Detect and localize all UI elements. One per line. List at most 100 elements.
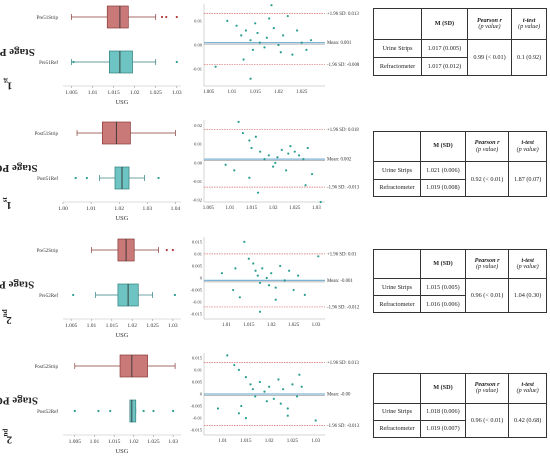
series-label: Pre51Strip xyxy=(37,16,59,21)
x-axis-title: USG xyxy=(115,332,128,339)
series-label: Pre52Strip xyxy=(37,249,59,254)
data-point xyxy=(251,388,254,391)
mean-label: Mean: -0.00 xyxy=(327,393,351,398)
data-point xyxy=(287,152,290,155)
data-point xyxy=(242,58,245,61)
row-label: Refractometer xyxy=(372,178,422,198)
data-point xyxy=(304,184,307,187)
header-msd: M (SD) xyxy=(420,130,466,163)
y-tick-label: -0.005 xyxy=(190,288,202,293)
data-point xyxy=(270,272,273,275)
x-tick-label: 1.03 xyxy=(312,206,321,211)
x-tick-label: 1.01 xyxy=(218,439,227,444)
outlier-point xyxy=(73,409,76,413)
data-point xyxy=(306,146,309,150)
data-point xyxy=(241,131,244,135)
x-tick-label: 1.015 xyxy=(106,323,119,329)
x-tick-label: 1.025 xyxy=(287,439,299,444)
row-label: Urine Strips xyxy=(372,39,423,59)
data-point xyxy=(286,407,289,410)
y-tick-label: -0.015 xyxy=(190,312,202,317)
data-point xyxy=(254,135,257,138)
boxplot-4: 1.005 1.01 1.015 1.02 1.025 1.03 USG Post52Stri… xyxy=(35,354,181,455)
data-point xyxy=(240,34,243,37)
header-ttest: t-test (p value) xyxy=(508,130,547,163)
x-tick-label: 1.005 xyxy=(203,90,215,95)
row-label: Urine Strips xyxy=(372,402,422,421)
data-point xyxy=(214,65,217,68)
cell-msd: 1.019 (0.007) xyxy=(420,419,466,439)
outlier-point xyxy=(175,15,178,19)
data-point xyxy=(274,286,277,289)
cell-msd: 1.021 (0.006) xyxy=(420,161,466,180)
data-point xyxy=(244,376,247,379)
lower-limit-label: -1.96 SD: -0.013 xyxy=(327,186,360,191)
data-point xyxy=(252,262,255,265)
lower-limit-label: -1.96 SD: -0.008 xyxy=(327,63,360,68)
cell-pearson: 0.96 (< 0.01) xyxy=(464,402,510,439)
header-pearson: Pearson r (p value) xyxy=(466,7,513,41)
data-point xyxy=(272,397,275,400)
x-tick-label: 1.01 xyxy=(228,90,237,95)
data-point xyxy=(258,380,261,384)
x-tick-label: 1.03 xyxy=(312,323,321,328)
data-point xyxy=(249,39,252,42)
data-point xyxy=(256,191,260,194)
x-tick-label: 1.025 xyxy=(147,439,160,445)
upper-limit-label: +1.96 SD: 0.018 xyxy=(327,128,359,133)
mean-label: Mean: 0.002 xyxy=(327,158,352,163)
y-tick-label: -0.01 xyxy=(193,67,202,72)
upper-limit-label: +1.96 SD: 0.013 xyxy=(327,361,359,366)
stage-label-3: 2nd Stage PRE xyxy=(0,278,35,327)
header-ttest: t-test (p value) xyxy=(511,7,547,41)
data-point xyxy=(314,419,317,422)
data-point xyxy=(251,48,254,51)
y-tick-label: 0 xyxy=(200,276,203,281)
series-label: Post52Strip xyxy=(35,365,59,370)
x-tick-label: 1.005 xyxy=(65,90,78,96)
x-tick-label: 1.015 xyxy=(108,439,121,445)
boxplot-2: 1.00 1.01 1.02 1.03 1.04 USG Post51Strip Post51… xyxy=(35,121,181,222)
data-point xyxy=(237,412,241,415)
data-point xyxy=(265,276,268,280)
y-tick-label: -0.005 xyxy=(190,404,202,409)
data-point xyxy=(261,267,264,270)
stage-label-1: 1st Stage PRE xyxy=(0,46,35,92)
data-point xyxy=(216,407,220,410)
data-point xyxy=(298,373,301,376)
data-point xyxy=(258,41,261,44)
data-point xyxy=(291,383,294,386)
cell-ttest: 1.04 (0.30) xyxy=(508,278,547,313)
cell-ttest: 0.42 (0.68) xyxy=(508,402,547,439)
data-point xyxy=(272,27,275,30)
x-tick-label: 1.02 xyxy=(265,439,274,444)
data-point xyxy=(286,414,289,417)
data-point xyxy=(319,200,322,204)
row-label: Urine Strips xyxy=(372,161,422,180)
box-iqr xyxy=(106,5,129,29)
x-tick-label: 1.01 xyxy=(90,439,100,445)
data-point xyxy=(240,404,243,408)
bland-altman-plot-3: 1.01 1.015 1.02 1.025 1.03 0.015 0.01 0.005 0 -0.… xyxy=(190,237,360,328)
x-tick-label: 1.01 xyxy=(226,206,235,211)
data-point xyxy=(249,77,252,80)
x-tick-label: 1.02 xyxy=(130,90,140,96)
y-tick-label: 0.015 xyxy=(192,239,203,244)
y-tick-label: 0.01 xyxy=(194,18,202,23)
row-label: Refractometer xyxy=(372,295,422,313)
box-iqr xyxy=(109,50,133,74)
y-tick-label: -0.01 xyxy=(193,300,202,305)
data-point xyxy=(224,163,227,166)
y-tick-label: 0.00 xyxy=(194,160,203,165)
data-point xyxy=(238,296,241,299)
x-tick-label: 1.00 xyxy=(58,206,68,212)
x-tick-label: 1.015 xyxy=(246,206,258,211)
upper-limit-label: +1.96 SD: 0.01 xyxy=(327,252,357,257)
series-label: Post51Ref xyxy=(37,177,58,182)
x-tick-label: 1.03 xyxy=(142,206,152,212)
data-point xyxy=(247,257,250,260)
upper-limit-label: +1.96 SD: 0.013 xyxy=(327,12,359,17)
mean-label: Mean: 0.001 xyxy=(327,41,352,46)
data-point xyxy=(249,383,252,386)
data-point xyxy=(279,264,282,268)
